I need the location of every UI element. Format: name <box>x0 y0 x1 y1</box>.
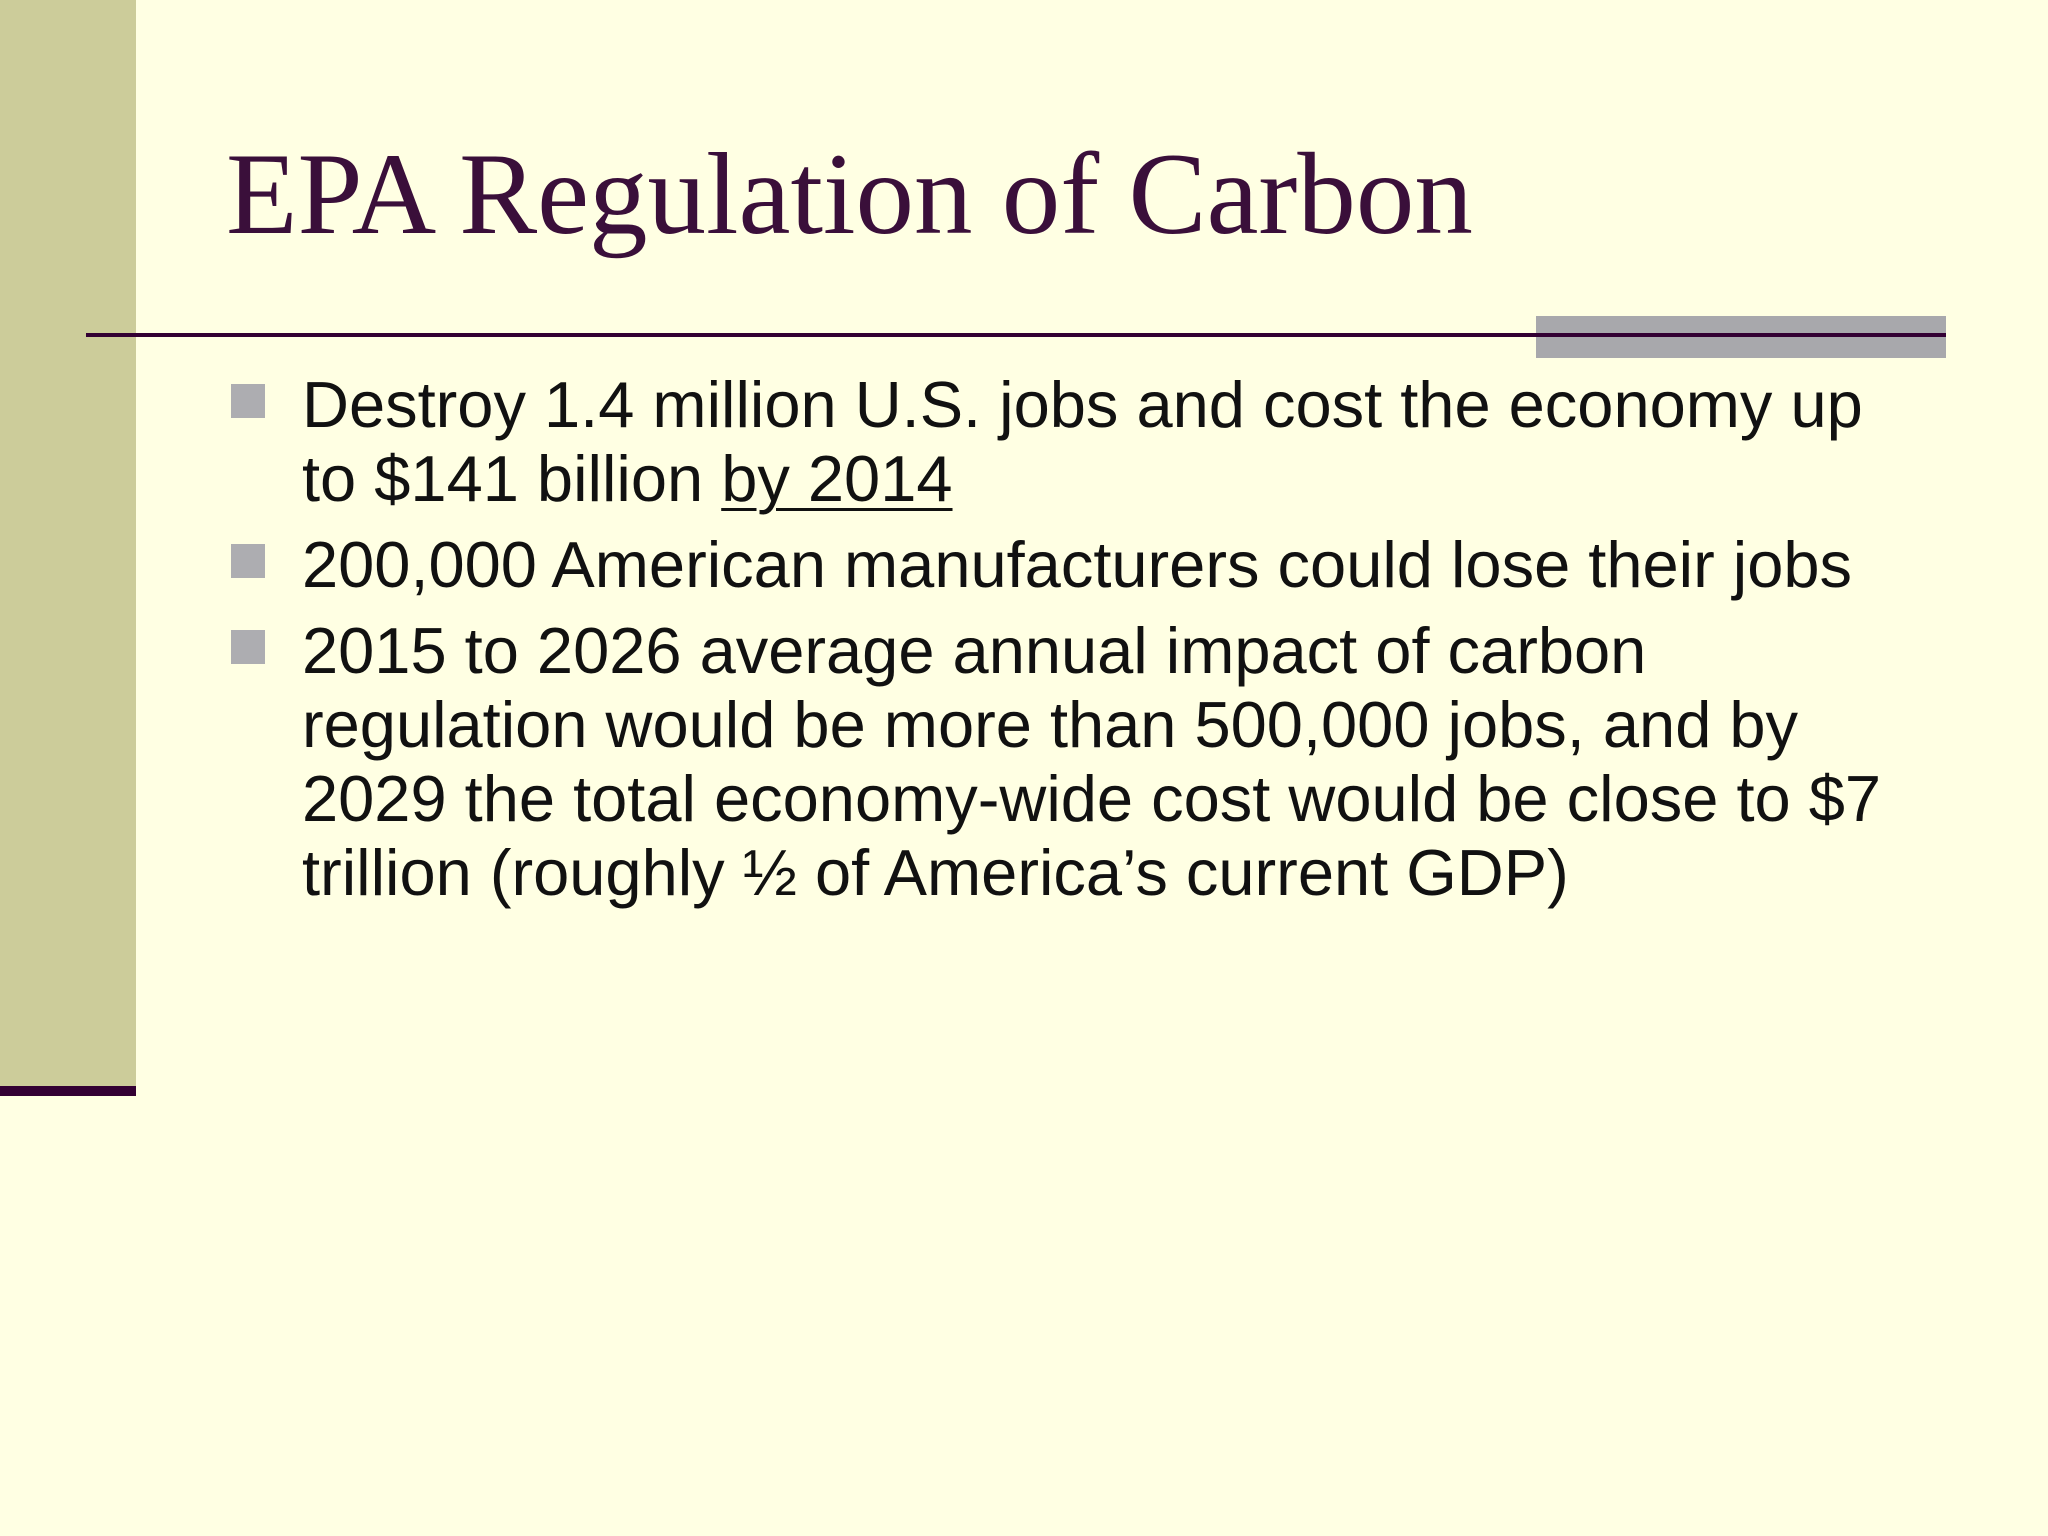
bullet-item-manufacturers: 200,000 American manufacturers could los… <box>230 528 1890 602</box>
title-rule-accent <box>1536 316 1946 358</box>
bullet-text: Destroy 1.4 million U.S. jobs and cost t… <box>302 368 1890 516</box>
bullet-text-main: Destroy 1.4 million U.S. jobs and cost t… <box>302 368 1863 515</box>
bullet-text: 200,000 American manufacturers could los… <box>302 528 1853 601</box>
bullet-list: Destroy 1.4 million U.S. jobs and cost t… <box>230 368 1890 922</box>
left-bar-bottom-edge <box>0 1086 136 1096</box>
slide-title: EPA Regulation of Carbon <box>226 130 1473 259</box>
left-decorative-bar <box>0 0 136 1088</box>
bullet-text: 2015 to 2026 average annual impact of ca… <box>302 614 1882 909</box>
square-bullet-icon <box>231 384 265 418</box>
square-bullet-icon <box>231 630 265 664</box>
title-divider-line <box>86 333 1946 337</box>
square-bullet-icon <box>231 544 265 578</box>
underlined-date: by 2014 <box>721 442 953 515</box>
bullet-item-jobs-cost: Destroy 1.4 million U.S. jobs and cost t… <box>230 368 1890 516</box>
bullet-item-annual-impact: 2015 to 2026 average annual impact of ca… <box>230 614 1890 910</box>
